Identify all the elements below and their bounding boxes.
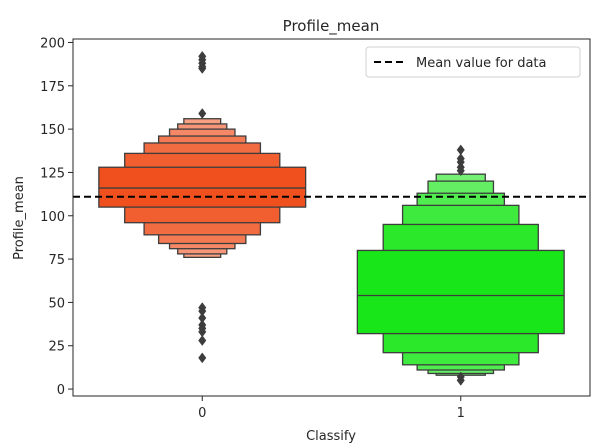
outlier-point — [198, 108, 207, 119]
outlier-point — [198, 312, 207, 324]
y-axis-title: Profile_mean — [12, 176, 27, 260]
y-tick-label: 175 — [40, 80, 65, 95]
y-tick-label: 100 — [40, 210, 65, 225]
outlier-point — [456, 371, 465, 383]
chart-title: Profile_mean — [283, 17, 380, 36]
outlier-point — [198, 335, 207, 346]
y-tick-label: 200 — [40, 36, 65, 51]
outlier-point — [198, 50, 207, 62]
y-tick-label: 125 — [40, 166, 65, 181]
legend-frame — [365, 46, 581, 78]
boxen-level — [98, 166, 307, 208]
y-tick-label: 0 — [57, 383, 65, 398]
outlier-point — [198, 302, 207, 314]
y-tick-label: 75 — [48, 253, 65, 268]
x-tick-label: 1 — [457, 406, 465, 421]
plot-frame — [72, 38, 591, 397]
legend-label: Mean value for data — [416, 56, 546, 71]
outlier-point — [456, 153, 465, 164]
y-tick-label: 150 — [40, 123, 65, 138]
x-axis-title: Classify — [306, 429, 356, 444]
legend: Mean value for data — [365, 46, 581, 78]
y-tick-label: 25 — [48, 340, 65, 355]
y-tick-label: 50 — [48, 296, 65, 311]
outlier-point — [456, 144, 465, 156]
x-tick-label: 0 — [198, 406, 206, 421]
boxen-level — [356, 249, 565, 335]
outlier-point — [198, 319, 207, 331]
outlier-point — [198, 352, 207, 364]
plot-area: 0 25 50 75 100 125 150 175 200 0 1 — [40, 36, 591, 421]
